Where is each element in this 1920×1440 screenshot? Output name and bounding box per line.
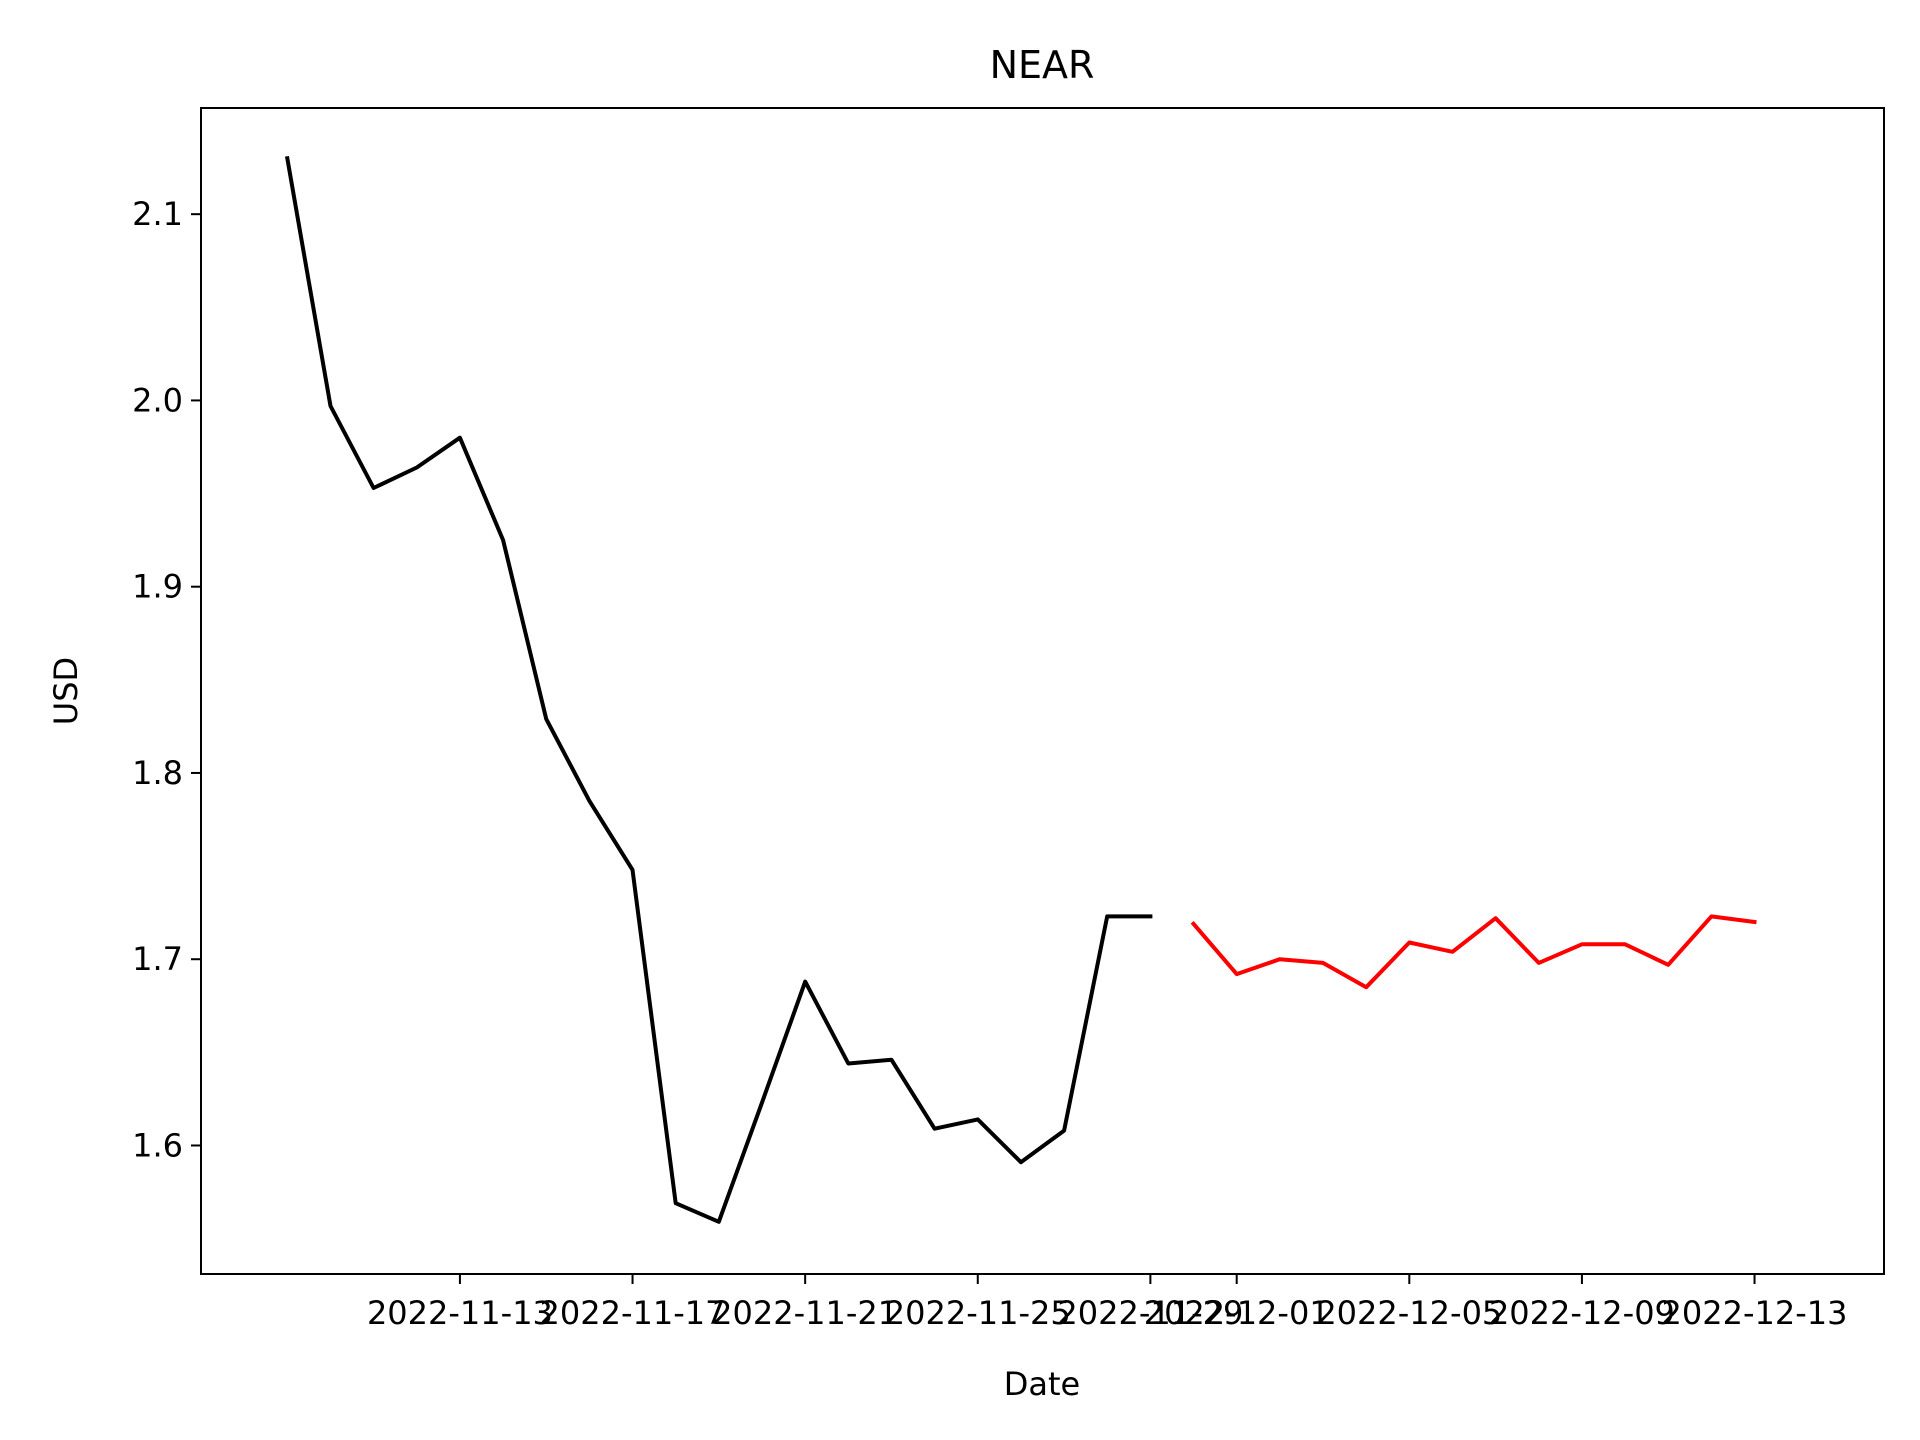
chart-title: NEAR [990,43,1095,87]
x-tick-label: 2022-12-05 [1316,1294,1502,1332]
y-axis: 1.6 1.7 1.8 1.9 2.0 2.1 [132,195,201,1164]
y-tick-label: 1.6 [132,1126,183,1164]
x-tick-label: 2022-11-29 [1057,1294,1243,1332]
series-line-1 [284,155,1153,1224]
x-tick-label: 2022-11-21 [712,1294,898,1332]
x-axis: 2022-11-132022-11-172022-11-212022-11-25… [367,1274,1848,1332]
y-tick-label: 1.8 [132,754,183,792]
y-tick-label: 2.1 [132,195,183,233]
x-tick-label: 2022-12-13 [1662,1294,1848,1332]
x-axis-label: Date [1004,1365,1080,1403]
y-axis-label: USD [47,657,85,725]
y-tick-label: 1.9 [132,568,183,606]
series-line-2 [1190,914,1757,990]
x-tick-label: 2022-11-13 [367,1294,553,1332]
x-tick-label: 2022-12-01 [1144,1294,1330,1332]
plot-frame [200,107,1885,1275]
series-layer [284,155,1757,1224]
y-tick-label: 2.0 [132,381,183,419]
x-tick-label: 2022-12-09 [1489,1294,1675,1332]
x-tick-label: 2022-11-25 [885,1294,1071,1332]
y-tick-label: 1.7 [132,940,183,978]
x-tick-label: 2022-11-17 [540,1294,726,1332]
